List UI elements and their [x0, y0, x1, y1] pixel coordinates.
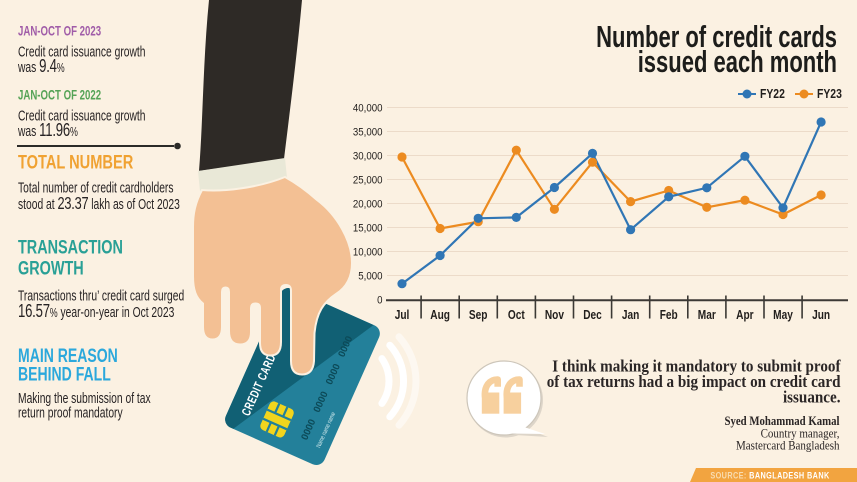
svg-text:Jan: Jan	[622, 308, 639, 322]
svg-text:SOURCE: BANGLADESH BANK: SOURCE: BANGLADESH BANK	[710, 470, 830, 481]
svg-text:Feb: Feb	[660, 308, 678, 322]
svg-text:Aug: Aug	[430, 308, 450, 322]
svg-text:Mastercard Bangladesh: Mastercard Bangladesh	[736, 439, 840, 453]
svg-text:Jul: Jul	[395, 308, 410, 322]
svg-text:20,000: 20,000	[353, 199, 383, 211]
svg-text:JAN-OCT OF 2022: JAN-OCT OF 2022	[18, 87, 101, 103]
svg-text:Number of credit cards: Number of credit cards	[596, 19, 837, 54]
svg-text:May: May	[773, 308, 793, 322]
svg-text:TRANSACTION: TRANSACTION	[18, 235, 123, 258]
svg-text:of tax returns had a big impac: of tax returns had a big impact on credi…	[547, 373, 841, 391]
svg-text:Mar: Mar	[698, 308, 716, 322]
svg-text:15,000: 15,000	[353, 223, 383, 235]
svg-text:30,000: 30,000	[353, 151, 383, 163]
svg-text:40,000: 40,000	[353, 103, 383, 115]
svg-text:16.57% year-on-year in Oct 202: 16.57% year-on-year in Oct 2023	[18, 301, 174, 322]
svg-text:MAIN REASON: MAIN REASON	[18, 345, 118, 367]
svg-text:Apr: Apr	[736, 308, 754, 322]
svg-text:Making the submission of tax: Making the submission of tax	[18, 390, 151, 406]
svg-text:Jun: Jun	[812, 308, 830, 322]
svg-text:FY23: FY23	[817, 87, 842, 101]
svg-text:FY22: FY22	[760, 87, 785, 101]
svg-text:5,000: 5,000	[358, 271, 382, 283]
svg-text:TOTAL NUMBER: TOTAL NUMBER	[18, 150, 134, 173]
svg-text:Credit card issuance growth: Credit card issuance growth	[18, 108, 145, 124]
svg-text:Sep: Sep	[469, 308, 488, 322]
svg-text:10,000: 10,000	[353, 247, 383, 259]
svg-text:was 11.96%: was 11.96%	[17, 120, 78, 141]
svg-text:was 9.4%: was 9.4%	[17, 56, 65, 77]
svg-text:GROWTH: GROWTH	[18, 256, 84, 279]
svg-text:Credit card issuance growth: Credit card issuance growth	[18, 44, 145, 60]
svg-text:BEHIND FALL: BEHIND FALL	[18, 363, 111, 385]
svg-text:35,000: 35,000	[353, 127, 383, 139]
svg-text:Oct: Oct	[508, 308, 525, 322]
svg-text:Total number of credit cardhol: Total number of credit cardholders	[18, 180, 174, 196]
svg-text:Syed Mohammad Kamal: Syed Mohammad Kamal	[724, 413, 840, 428]
svg-text:0: 0	[377, 295, 383, 307]
svg-text:Dec: Dec	[583, 308, 602, 322]
svg-text:issuance.: issuance.	[783, 389, 841, 407]
svg-text:Nov: Nov	[545, 308, 565, 322]
svg-text:issued each month: issued each month	[638, 44, 837, 79]
svg-text:JAN-OCT OF 2023: JAN-OCT OF 2023	[18, 23, 101, 39]
svg-text:return proof mandatory: return proof mandatory	[18, 405, 123, 421]
svg-text:Transactions thru’ credit card: Transactions thru’ credit card surged	[18, 288, 184, 304]
svg-text:I think making it mandatory to: I think making it mandatory to submit pr…	[552, 358, 841, 376]
svg-text:Country manager,: Country manager,	[761, 427, 840, 441]
svg-text:25,000: 25,000	[353, 175, 383, 187]
svg-text:stood at 23.37 lakh as of Oct: stood at 23.37 lakh as of Oct 2023	[18, 194, 180, 214]
